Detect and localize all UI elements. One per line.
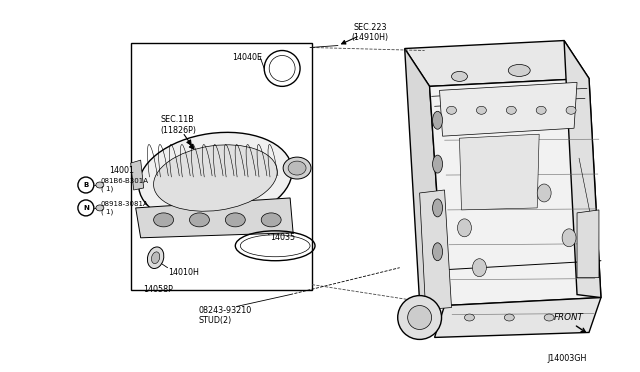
Text: 14001: 14001	[109, 166, 134, 174]
Ellipse shape	[562, 229, 576, 247]
Ellipse shape	[152, 252, 160, 264]
Ellipse shape	[288, 161, 306, 175]
Ellipse shape	[283, 157, 311, 179]
Polygon shape	[460, 134, 539, 210]
Text: 081B6-B301A
( 1): 081B6-B301A ( 1)	[101, 178, 149, 192]
Text: 14040E: 14040E	[232, 53, 262, 62]
Text: 14035: 14035	[270, 233, 295, 242]
Polygon shape	[404, 41, 589, 86]
Circle shape	[397, 296, 442, 339]
Ellipse shape	[433, 199, 442, 217]
Circle shape	[78, 200, 94, 216]
Text: FRONT: FRONT	[554, 313, 584, 322]
Ellipse shape	[96, 205, 104, 211]
Ellipse shape	[465, 314, 474, 321]
Text: N: N	[83, 205, 89, 211]
Ellipse shape	[458, 219, 472, 237]
Text: 14010H: 14010H	[168, 268, 200, 277]
Ellipse shape	[433, 243, 442, 261]
Polygon shape	[404, 48, 445, 305]
Ellipse shape	[451, 71, 467, 81]
Ellipse shape	[154, 213, 173, 227]
Ellipse shape	[536, 106, 546, 114]
Ellipse shape	[433, 111, 442, 129]
Ellipse shape	[476, 106, 486, 114]
Polygon shape	[435, 298, 601, 337]
Text: B: B	[83, 182, 88, 188]
Polygon shape	[440, 82, 577, 136]
Polygon shape	[564, 41, 601, 298]
Ellipse shape	[447, 106, 456, 114]
Polygon shape	[420, 190, 451, 310]
Circle shape	[78, 177, 94, 193]
Polygon shape	[577, 210, 599, 278]
Ellipse shape	[504, 314, 515, 321]
Ellipse shape	[147, 247, 164, 269]
Text: J14003GH: J14003GH	[547, 355, 587, 363]
Ellipse shape	[508, 64, 530, 76]
Ellipse shape	[566, 106, 576, 114]
Bar	[131, 42, 312, 290]
Ellipse shape	[433, 155, 442, 173]
Ellipse shape	[96, 182, 104, 188]
Ellipse shape	[189, 213, 209, 227]
Ellipse shape	[261, 213, 281, 227]
Polygon shape	[131, 160, 143, 190]
Text: SEC.223
(14910H): SEC.223 (14910H)	[351, 23, 388, 42]
Ellipse shape	[225, 213, 245, 227]
Circle shape	[408, 305, 431, 330]
Text: 08918-3081A
( 1): 08918-3081A ( 1)	[101, 201, 148, 215]
Ellipse shape	[472, 259, 486, 277]
Ellipse shape	[506, 106, 516, 114]
Polygon shape	[136, 198, 293, 238]
Polygon shape	[429, 78, 601, 305]
Ellipse shape	[544, 314, 554, 321]
Ellipse shape	[139, 132, 292, 224]
Text: 08243-93210
STUD(2): 08243-93210 STUD(2)	[198, 305, 252, 325]
Text: 14058P: 14058P	[143, 285, 173, 294]
Text: SEC.11B
(11826P): SEC.11B (11826P)	[161, 115, 196, 135]
Ellipse shape	[154, 145, 277, 211]
Ellipse shape	[537, 184, 551, 202]
